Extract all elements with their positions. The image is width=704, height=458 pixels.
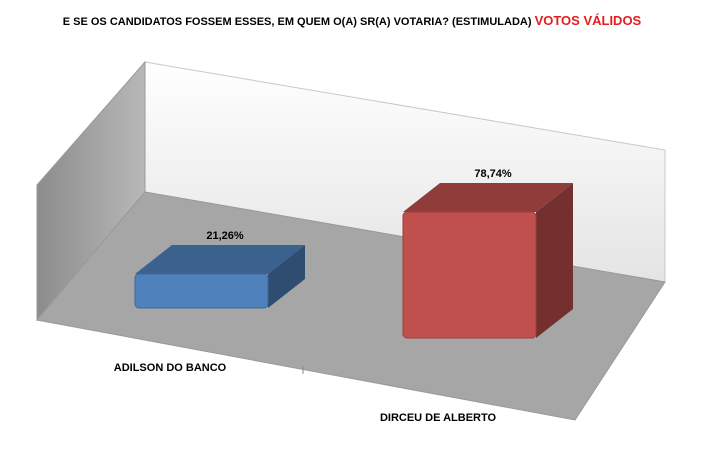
bar-top (403, 183, 573, 213)
x-tick-label: ADILSON DO BANCO (114, 362, 227, 374)
x-tick-label: DIRCEU DE ALBERTO (380, 412, 497, 424)
value-label: 78,74% (474, 168, 512, 180)
bar-side (268, 244, 305, 308)
bar-side (536, 183, 573, 338)
bar (134, 273, 269, 309)
value-label: 21,26% (206, 230, 244, 242)
title: E SE OS CANDIDATOS FOSSEM ESSES, EM QUEM… (63, 16, 532, 28)
chart-title: E SE OS CANDIDATOS FOSSEM ESSES, EM QUEM… (63, 13, 642, 28)
bar (402, 211, 537, 339)
subtitle: VOTOS VÁLIDOS (535, 13, 642, 28)
bar-top (135, 244, 305, 274)
